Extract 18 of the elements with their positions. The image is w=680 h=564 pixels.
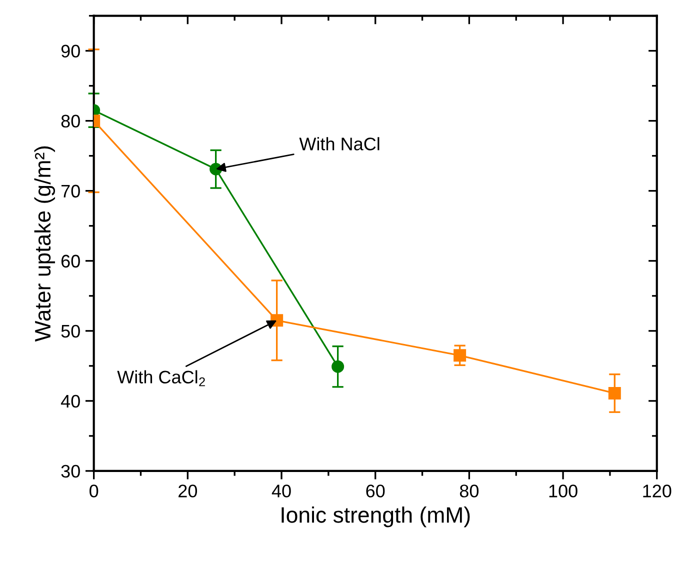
y-tick-label: 70: [61, 184, 80, 198]
x-tick-label: 0: [90, 484, 98, 498]
y-tick-label: 80: [61, 114, 80, 128]
y-tick-label: 90: [61, 44, 80, 58]
y-axis-title: Water uptake (g/m²): [34, 146, 56, 342]
y-tick-label: 40: [60, 394, 80, 408]
x-tick-label: 100: [549, 484, 578, 498]
x-tick-label: 120: [643, 484, 672, 498]
x-axis-title: Ionic strength (mM): [282, 506, 470, 528]
y-tick-label: 60: [61, 254, 80, 268]
y-tick-label: 30: [61, 464, 80, 478]
y-tick-label: 50: [61, 324, 80, 338]
x-tick-label: 60: [366, 484, 385, 498]
x-tick-label: 80: [460, 484, 479, 498]
annotation: With CaCl$_{2}$: [117, 370, 205, 386]
x-tick-label: 40: [272, 484, 291, 498]
x-tick-label: 20: [178, 484, 198, 498]
annotation: With NaCl: [299, 137, 380, 150]
